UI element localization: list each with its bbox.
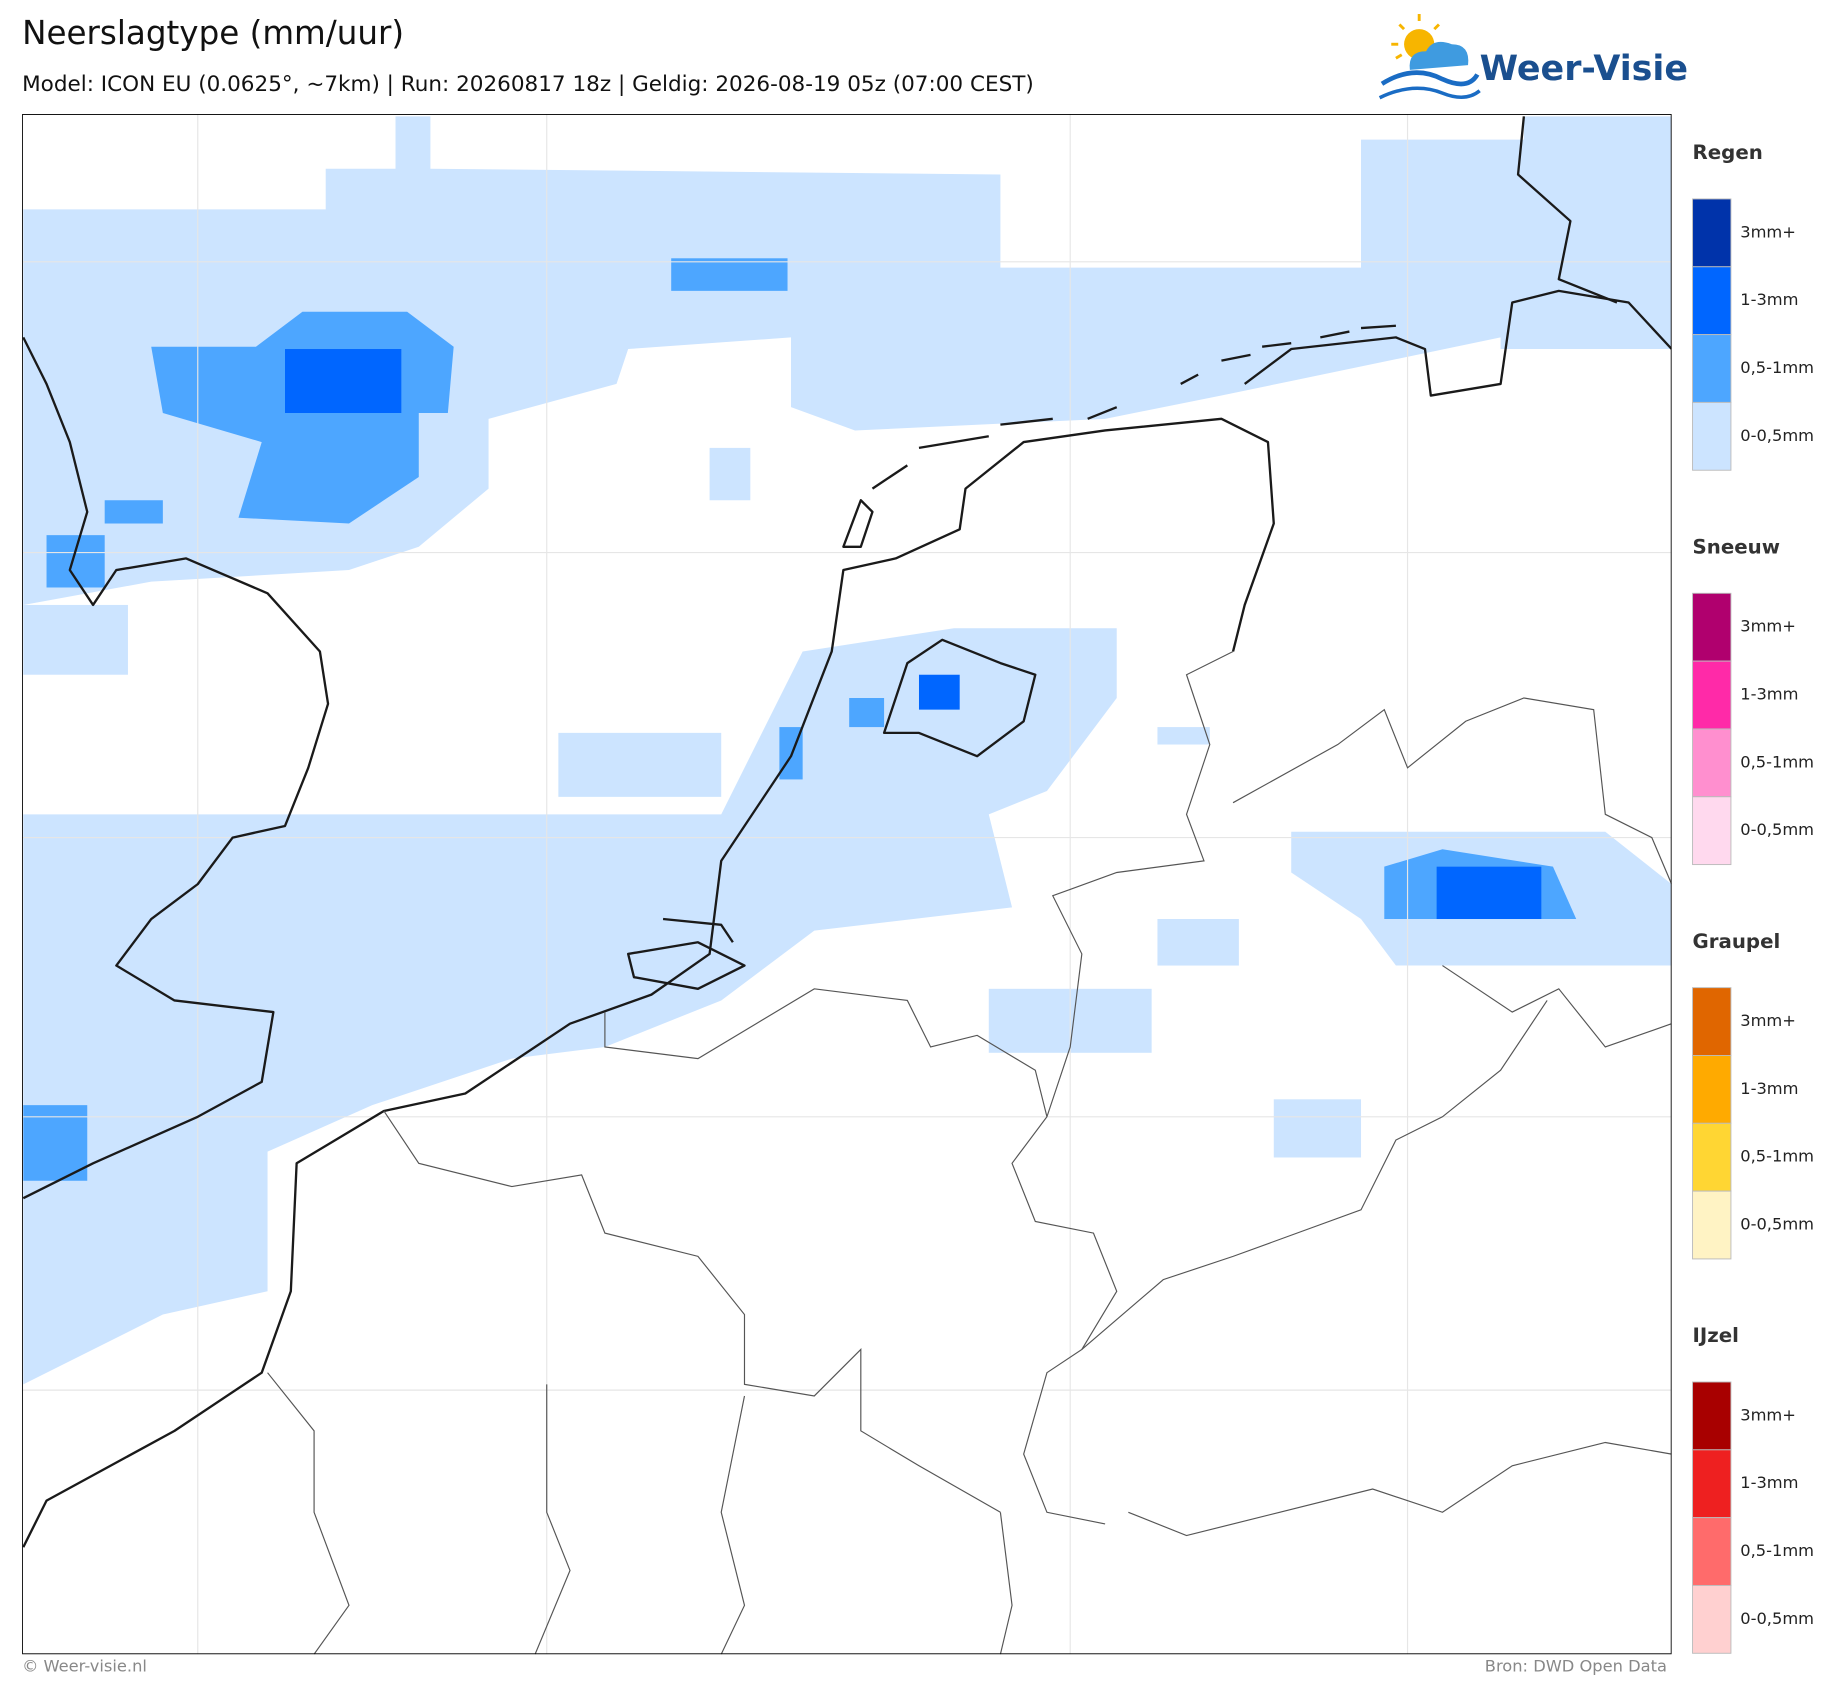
map — [22, 114, 1672, 1655]
legend-label: 1-3mm — [1740, 1473, 1798, 1492]
footer-right: Bron: DWD Open Data — [1485, 1657, 1667, 1676]
legend-label: 0-0,5mm — [1740, 820, 1814, 839]
title: Neerslagtype (mm/uur) — [22, 14, 404, 52]
legend-swatch — [1692, 796, 1732, 866]
legend-label: 0-0,5mm — [1740, 426, 1814, 445]
legend-title: Graupel — [1693, 930, 1781, 953]
legend-swatch — [1692, 1055, 1732, 1124]
legend-label: 3mm+ — [1740, 1011, 1796, 1030]
legend-swatch — [1692, 987, 1732, 1056]
precip-strong — [285, 349, 1542, 920]
legend-swatch — [1692, 401, 1732, 471]
legend-label: 3mm+ — [1740, 617, 1796, 636]
logo: Weer-Visie — [1378, 13, 1688, 100]
subtitle: Model: ICON EU (0.0625°, ~7km) | Run: 20… — [22, 72, 1034, 97]
legend-label: 0,5-1mm — [1740, 752, 1814, 771]
legend-label: 1-3mm — [1740, 1079, 1798, 1098]
legend-title: Regen — [1693, 141, 1763, 164]
legend-label: 0,5-1mm — [1740, 358, 1814, 377]
legend-label: 1-3mm — [1740, 290, 1798, 309]
legend-swatch — [1692, 728, 1732, 798]
footer-left: © Weer-visie.nl — [22, 1657, 147, 1676]
legend: Regen 3mm+ 1-3mm 0,5-1mm 0-0,5mm Sneeuw 3mm+ 1-… — [1692, 141, 1814, 1654]
legend-swatch — [1692, 266, 1732, 336]
legend-swatch — [1692, 1381, 1732, 1451]
legend-swatch — [1692, 660, 1732, 730]
legend-swatch — [1692, 1190, 1732, 1260]
legend-label: 3mm+ — [1740, 222, 1796, 241]
legend-swatch — [1692, 1517, 1732, 1586]
legend-label: 3mm+ — [1740, 1405, 1796, 1424]
legend-swatch — [1692, 1449, 1732, 1519]
legend-label: 0,5-1mm — [1740, 1147, 1814, 1166]
precip-light — [23, 116, 1672, 1385]
legend-swatch — [1692, 334, 1732, 403]
legend-label: 0-0,5mm — [1740, 1215, 1814, 1234]
coastlines — [22, 116, 1672, 1548]
legend-label: 0-0,5mm — [1740, 1609, 1814, 1628]
legend-swatch — [1692, 592, 1732, 662]
borders — [267, 650, 1672, 1655]
legend-label: 0,5-1mm — [1740, 1541, 1814, 1560]
logo-text: Weer-Visie — [1480, 49, 1688, 89]
legend-swatch — [1692, 1122, 1732, 1192]
legend-title: Sneeuw — [1693, 535, 1780, 558]
grid — [22, 114, 1672, 1655]
legend-swatch — [1692, 198, 1732, 268]
legend-label: 1-3mm — [1740, 685, 1798, 704]
legend-title: IJzel — [1693, 1324, 1739, 1347]
legend-swatch — [1692, 1584, 1732, 1654]
